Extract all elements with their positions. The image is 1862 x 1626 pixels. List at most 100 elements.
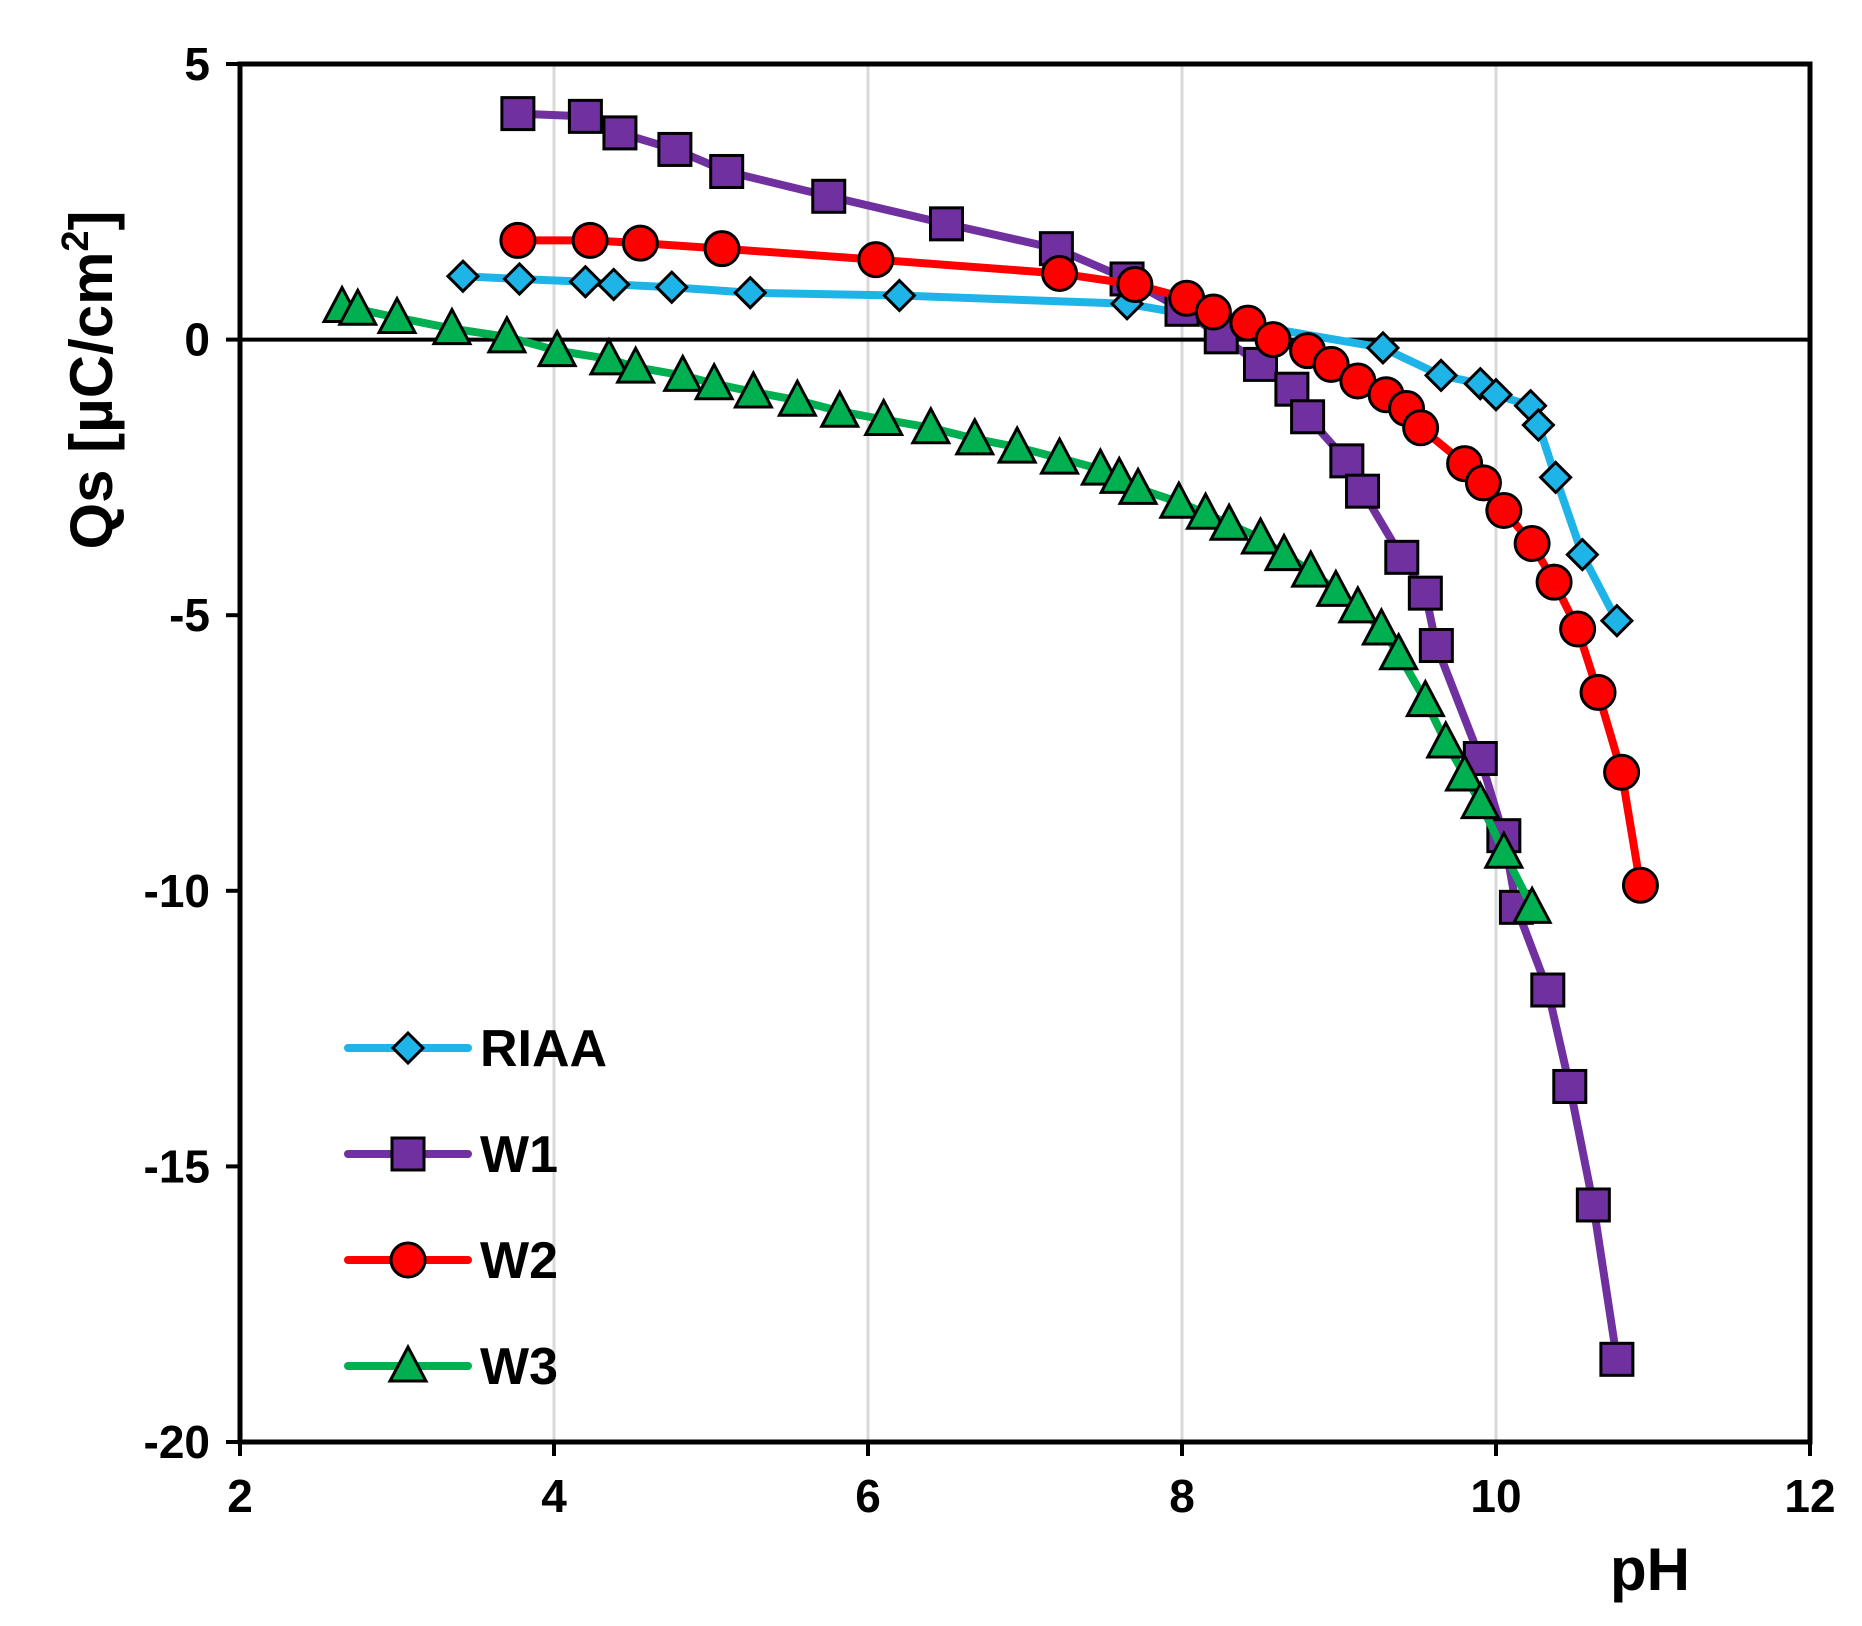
data-point-w3-36 <box>1511 885 1553 924</box>
y-axis-title-end: ] <box>58 210 125 230</box>
data-point-w1-2 <box>602 115 638 151</box>
y-tick-label-0: 0 <box>184 314 210 366</box>
data-point-w3-19 <box>1098 455 1140 494</box>
data-point-w2-18 <box>1464 464 1502 502</box>
y-tick-label-5: 5 <box>184 38 210 90</box>
data-point-w3-32 <box>1425 719 1467 759</box>
data-point-w2-16 <box>1402 409 1440 447</box>
data-point-w2-4 <box>857 241 895 279</box>
series-riaa <box>445 259 1635 638</box>
data-point-w1-13 <box>1290 399 1326 435</box>
series-w1 <box>500 96 1635 1377</box>
x-tick-label-2: 2 <box>227 1470 253 1522</box>
data-point-w2-22 <box>1559 610 1597 648</box>
data-point-w2-19 <box>1485 491 1523 529</box>
data-point-w3-22 <box>1185 491 1227 530</box>
x-tick-label-10: 10 <box>1470 1470 1521 1522</box>
data-point-w3-3 <box>431 306 473 346</box>
legend-marker-riaa <box>390 1030 426 1066</box>
data-point-w3-29 <box>1360 606 1402 646</box>
data-point-w3-13 <box>863 397 905 437</box>
data-point-riaa-0 <box>445 259 481 294</box>
data-point-w3-16 <box>996 424 1038 464</box>
legend-item-w1: W1 <box>344 1126 558 1184</box>
data-point-w3-9 <box>693 361 735 401</box>
data-point-w1-22 <box>1530 972 1566 1008</box>
data-point-w2-3 <box>703 230 741 268</box>
axis-ticks: 2 4 6 8 10 12 5 0 -5 -10 -15 -20 <box>144 38 1836 1522</box>
data-point-w3-34 <box>1459 780 1501 820</box>
data-point-w2-0 <box>499 221 537 259</box>
legend-label-w2: W2 <box>480 1232 558 1290</box>
data-point-w2-6 <box>1116 265 1154 303</box>
data-point-w3-5 <box>536 328 578 368</box>
data-point-riaa-11 <box>1478 377 1514 412</box>
data-point-riaa-14 <box>1538 460 1573 495</box>
data-point-w1-15 <box>1345 473 1381 509</box>
data-point-w3-20 <box>1117 466 1159 505</box>
series-w2 <box>499 221 1659 904</box>
data-point-w3-4 <box>486 314 528 354</box>
data-point-w3-8 <box>662 353 704 392</box>
data-point-w3-1 <box>337 287 379 326</box>
data-point-riaa-13 <box>1521 407 1556 443</box>
data-point-w3-31 <box>1404 678 1446 718</box>
y-tick-label--15: -15 <box>144 1140 210 1192</box>
data-point-riaa-15 <box>1565 537 1600 572</box>
y-tick-label--5: -5 <box>169 589 210 641</box>
data-point-w3-15 <box>954 416 996 456</box>
legend-item-riaa: RIAA <box>344 1020 607 1078</box>
data-point-w3-28 <box>1337 584 1379 624</box>
data-point-w2-1 <box>571 221 609 259</box>
data-point-w3-11 <box>776 378 818 417</box>
data-point-riaa-8 <box>1365 330 1401 365</box>
data-point-w3-35 <box>1483 830 1525 869</box>
data-point-w1-17 <box>1407 575 1443 611</box>
data-point-w1-14 <box>1329 443 1365 479</box>
data-point-riaa-16 <box>1599 603 1635 638</box>
data-point-riaa-1 <box>502 261 537 297</box>
legend-marker-w2 <box>389 1241 427 1279</box>
data-point-riaa-2 <box>568 264 603 299</box>
x-tick-label-12: 12 <box>1784 1470 1835 1522</box>
legend-label-w1: W1 <box>480 1126 558 1184</box>
data-point-w3-21 <box>1158 479 1200 519</box>
data-point-w3-26 <box>1290 548 1332 588</box>
data-point-w2-8 <box>1194 293 1232 331</box>
data-point-riaa-5 <box>733 275 768 310</box>
data-point-w2-25 <box>1621 866 1659 904</box>
data-point-w3-27 <box>1315 568 1357 607</box>
data-point-w1-6 <box>929 206 964 242</box>
legend-item-w3: W3 <box>344 1338 558 1396</box>
legend-label-riaa: RIAA <box>480 1020 607 1078</box>
data-point-w1-1 <box>567 98 603 134</box>
data-point-w2-20 <box>1513 525 1551 563</box>
data-point-w1-3 <box>657 131 693 167</box>
data-point-w3-23 <box>1208 502 1250 541</box>
data-point-w2-23 <box>1579 673 1617 711</box>
data-point-w2-10 <box>1254 321 1292 359</box>
data-point-w3-7 <box>615 344 657 384</box>
data-point-w3-2 <box>376 295 418 335</box>
x-tick-label-4: 4 <box>541 1470 567 1522</box>
data-point-riaa-4 <box>654 270 689 305</box>
data-point-w2-5 <box>1041 254 1079 292</box>
data-point-w3-14 <box>910 405 952 445</box>
y-tick-label--10: -10 <box>144 865 210 917</box>
data-point-w2-2 <box>621 224 659 262</box>
data-point-w1-0 <box>500 96 536 132</box>
data-point-w3-33 <box>1444 752 1486 792</box>
data-point-w3-25 <box>1263 532 1305 572</box>
x-axis-title: pH <box>1610 1536 1690 1603</box>
data-point-w1-18 <box>1418 628 1454 664</box>
data-point-w1-16 <box>1384 539 1420 575</box>
data-point-w3-17 <box>1039 435 1081 475</box>
legend-item-w2: W2 <box>344 1232 558 1290</box>
series-group <box>321 96 1659 1377</box>
y-axis-title-main: Qs [µC/cm <box>58 252 125 550</box>
legend-marker-w3 <box>387 1343 429 1383</box>
data-point-w3-30 <box>1378 631 1420 671</box>
data-point-w3-24 <box>1240 515 1281 555</box>
plot-frame <box>237 61 1813 1445</box>
x-tick-label-6: 6 <box>855 1470 881 1522</box>
